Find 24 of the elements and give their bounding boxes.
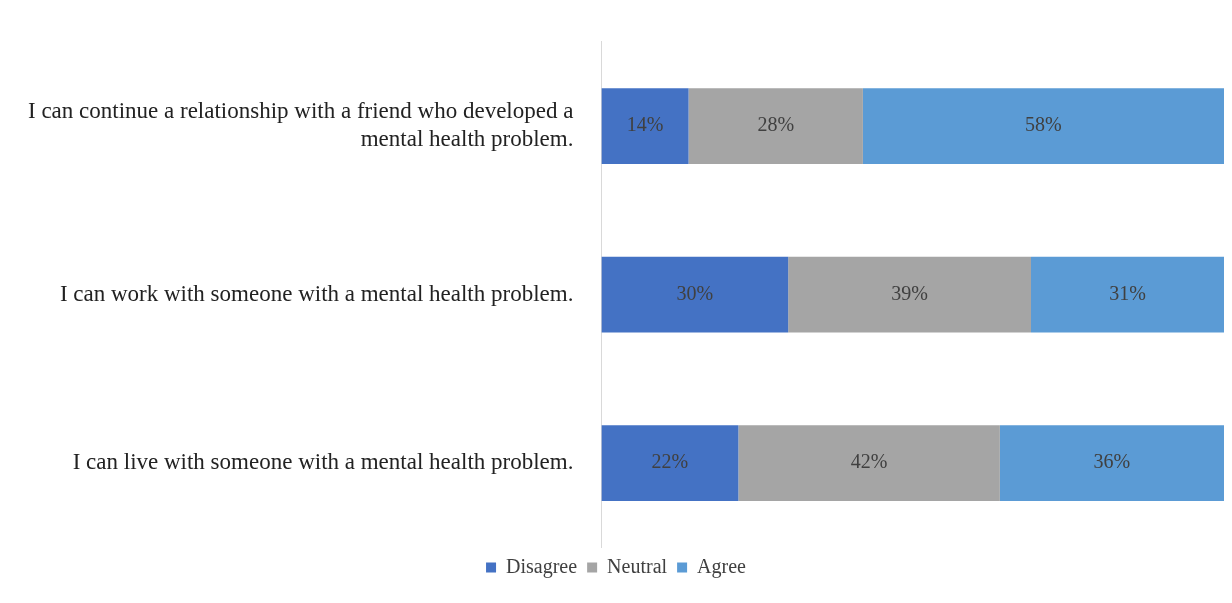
legend-label: Neutral — [607, 554, 668, 577]
y-tick-label: I can work with someone with a mental health problem. — [59, 280, 574, 306]
bar — [601, 88, 689, 164]
data-label: 30% — [676, 281, 714, 304]
data-label: 42% — [850, 450, 888, 473]
bar — [999, 425, 1224, 502]
data-label: 36% — [1093, 450, 1131, 473]
bar — [738, 425, 1000, 502]
bar — [688, 88, 863, 164]
data-label: 28% — [757, 113, 795, 136]
y-tick-label: I can continue a relationship with a friend who developed a mental health problem. — [28, 98, 574, 151]
bar — [601, 256, 789, 333]
data-label: 14% — [626, 113, 664, 136]
data-label: 58% — [1025, 113, 1062, 136]
bar — [788, 256, 1031, 333]
bar — [601, 425, 739, 502]
bar — [862, 88, 1224, 164]
data-label: 39% — [891, 281, 928, 304]
legend-label: Disagree — [506, 554, 578, 578]
data-label: 31% — [1109, 281, 1146, 304]
legend-label: Agree — [697, 554, 747, 578]
bar — [1031, 256, 1224, 333]
data-label: 22% — [651, 450, 689, 473]
y-tick-label: I can live with someone with a mental health problem. — [72, 449, 574, 475]
